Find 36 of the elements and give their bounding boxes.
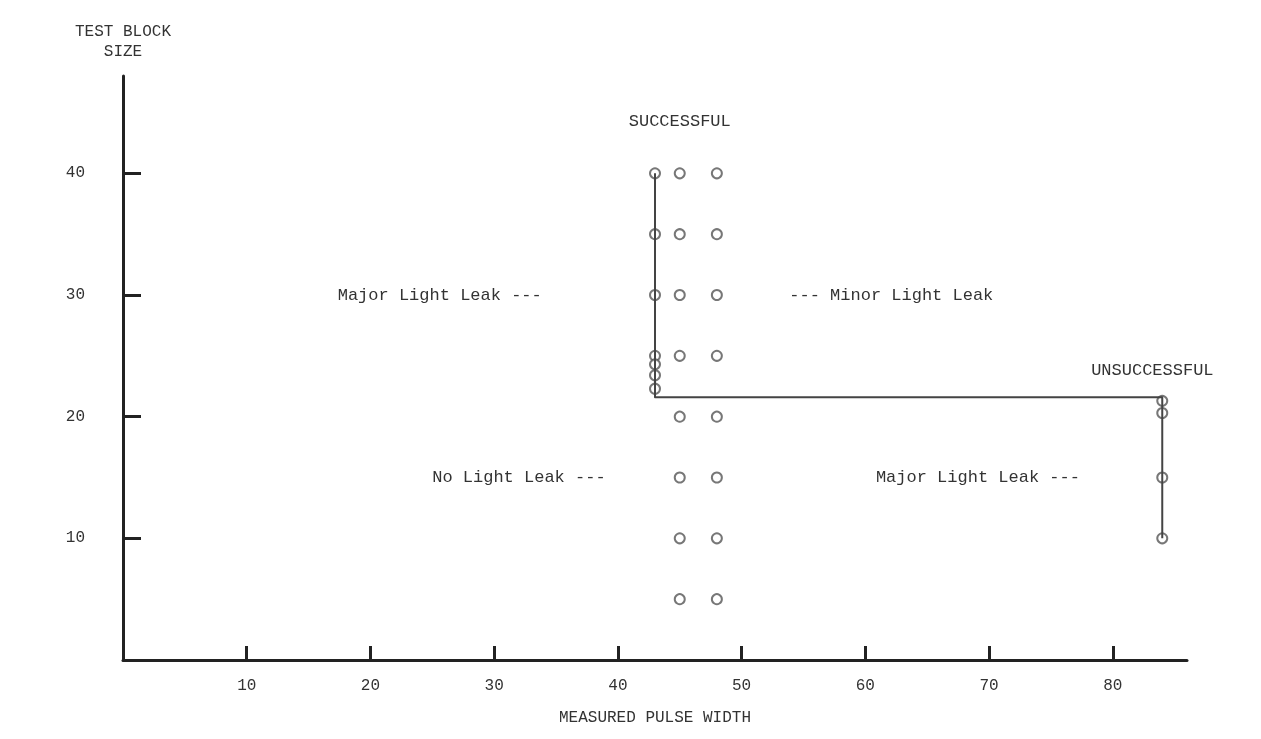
y-tick-label: 30 — [65, 286, 85, 304]
point — [673, 593, 686, 606]
point — [710, 349, 723, 362]
point — [710, 410, 723, 423]
annotation: SUCCESSFUL — [628, 111, 731, 131]
point — [710, 532, 723, 545]
x-tick-label: 50 — [732, 677, 752, 695]
x-tick-label: 80 — [1103, 677, 1123, 695]
y-tick-label: 10 — [65, 529, 85, 548]
x-axis-title: MEASURED PULSE WIDTH — [558, 709, 752, 727]
point — [710, 167, 723, 180]
x-tick-label: 60 — [855, 677, 875, 695]
x-tick-label: 40 — [608, 677, 628, 695]
point — [673, 167, 686, 180]
point — [673, 228, 686, 241]
x-tick-label: 20 — [360, 677, 381, 695]
x-tick-label: 10 — [237, 677, 257, 695]
point — [673, 532, 686, 545]
point — [710, 593, 723, 606]
point — [673, 349, 686, 362]
annotation: UNSUCCESSFUL — [1091, 360, 1214, 380]
point — [710, 471, 723, 484]
point — [710, 289, 723, 301]
annotation: --- Minor Light Leak — [789, 285, 994, 305]
y-tick-label: 20 — [65, 407, 85, 426]
point — [673, 289, 686, 301]
annotation: Major Light Leak --- — [337, 285, 542, 305]
y-axis-title: TEST BLOCK SIZE — [74, 23, 172, 61]
x-tick-label: 30 — [484, 677, 504, 695]
annotation: No Light Leak --- — [432, 468, 606, 487]
y-tick-label: 40 — [65, 164, 85, 183]
annotation: Major Light Leak --- — [875, 468, 1080, 487]
point — [673, 410, 686, 423]
point — [673, 471, 686, 484]
x-tick-label: 70 — [979, 677, 999, 695]
point — [710, 228, 723, 241]
